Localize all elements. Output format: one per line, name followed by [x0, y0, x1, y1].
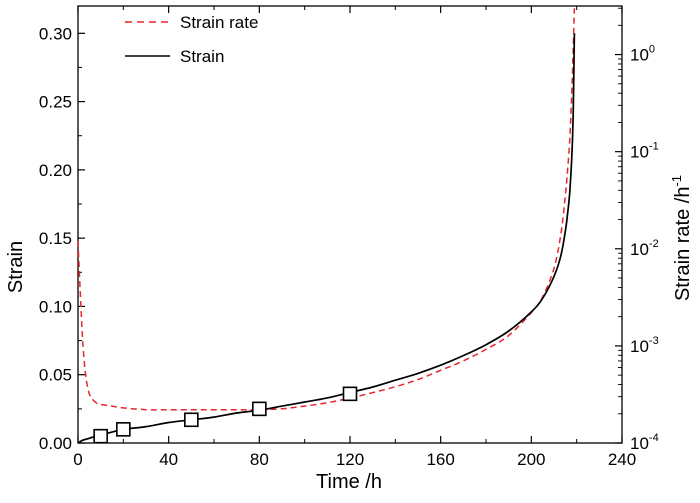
x-tick-label-200: 200 [517, 450, 545, 469]
strain-marker [184, 412, 199, 428]
strain-marker [342, 386, 358, 402]
right-y-axis-title-main: Strain rate /h [672, 187, 694, 302]
legend-label-strain-rate: Strain rate [180, 13, 258, 32]
left-y-tick-label-0.30: 0.30 [39, 24, 72, 43]
right-y-axis-title-exponent: -1 [669, 175, 684, 187]
x-tick-label-120: 120 [336, 450, 364, 469]
left-y-tick-label-0.15: 0.15 [39, 229, 72, 248]
left-y-tick-label-0.05: 0.05 [39, 366, 72, 385]
strain-rate-line [77, 8, 576, 411]
left-y-tick-label-0.10: 0.10 [39, 297, 72, 316]
legend-label-strain: Strain [180, 47, 224, 66]
strain-marker [116, 422, 131, 437]
x-tick-label-160: 160 [426, 450, 454, 469]
x-tick-label-0: 0 [73, 450, 82, 469]
x-axis-ticks: 0 40 80 120 160 200 240 [73, 6, 636, 469]
right-y-tick-label-1e-2: 10-2 [630, 238, 659, 259]
right-y-tick-label-1e-3: 10-3 [630, 335, 659, 356]
right-y-tick-label-1e-4: 10-4 [630, 432, 659, 453]
x-axis-title: Time /h [316, 471, 382, 493]
left-y-axis-ticks: 0.00 0.05 0.10 0.15 0.20 0.25 0.30 [39, 24, 85, 453]
legend: Strain rate Strain [125, 13, 258, 66]
strain-marker [252, 401, 267, 417]
strain-marker [93, 428, 108, 444]
right-y-tick-label-1e-1: 10-1 [630, 141, 659, 162]
x-tick-label-40: 40 [159, 450, 178, 469]
right-y-tick-label-1e0: 100 [630, 44, 655, 65]
plot-frame [77, 5, 623, 444]
series-lines [77, 8, 576, 444]
right-y-axis-title: Strain rate /h-1 [669, 175, 694, 301]
x-tick-label-240: 240 [608, 450, 636, 469]
right-y-axis-ticks: 10-4 10-3 10-2 10-1 100 [615, 7, 659, 453]
x-tick-label-80: 80 [250, 450, 269, 469]
left-y-tick-label-0.25: 0.25 [39, 93, 72, 112]
left-y-tick-label-0.20: 0.20 [39, 161, 72, 180]
data-markers [93, 386, 358, 444]
left-y-axis-title: Strain [5, 241, 27, 293]
strain-line [77, 33, 576, 444]
left-y-tick-label-0.00: 0.00 [39, 434, 72, 453]
